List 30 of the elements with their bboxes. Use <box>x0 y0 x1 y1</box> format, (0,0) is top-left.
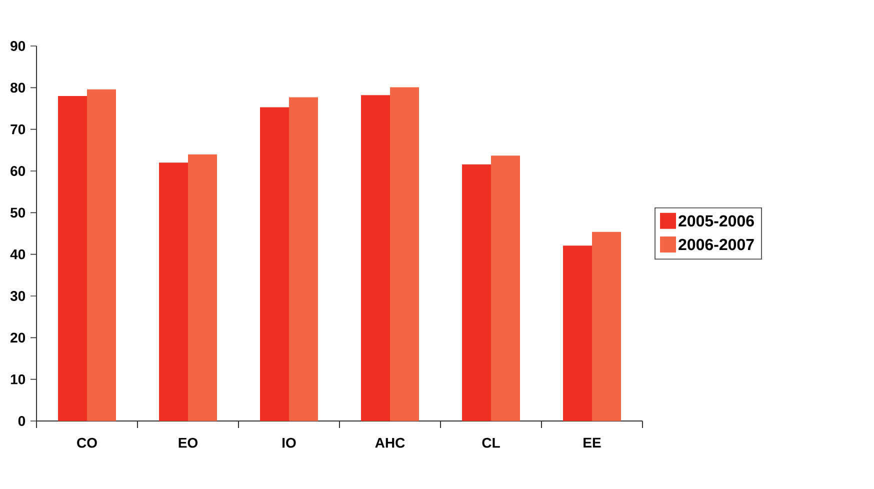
bar <box>159 162 188 421</box>
y-tick-label: 10 <box>10 374 26 384</box>
bar <box>260 107 289 421</box>
bar <box>361 95 390 421</box>
x-tick-label: CL <box>482 438 500 448</box>
y-tick-label: 60 <box>10 166 26 176</box>
bar <box>491 156 520 421</box>
y-tick-label: 50 <box>10 208 26 218</box>
y-tick-label: 90 <box>10 41 26 51</box>
y-tick-label: 0 <box>18 416 26 426</box>
x-tick-label: EE <box>584 438 601 448</box>
bar <box>462 164 491 421</box>
bar <box>87 89 116 421</box>
y-tick-label: 20 <box>10 332 26 343</box>
y-tick-label: 70 <box>10 124 26 134</box>
x-tick-label: IO <box>282 438 296 448</box>
legend-label: 2005-2006 <box>678 215 754 227</box>
bar <box>188 154 217 421</box>
x-tick-label: EO <box>178 438 198 448</box>
x-tick-label: CO <box>77 438 97 448</box>
bar <box>390 87 419 421</box>
bar <box>563 246 592 421</box>
bar <box>289 97 318 421</box>
bar <box>58 96 87 421</box>
y-tick-label: 30 <box>10 291 26 301</box>
y-tick-label: 80 <box>10 82 26 93</box>
x-tick-label: AHC <box>375 438 405 448</box>
y-tick-label: 40 <box>10 249 26 260</box>
bar <box>592 232 622 421</box>
legend-label: 2006-2007 <box>678 238 754 250</box>
